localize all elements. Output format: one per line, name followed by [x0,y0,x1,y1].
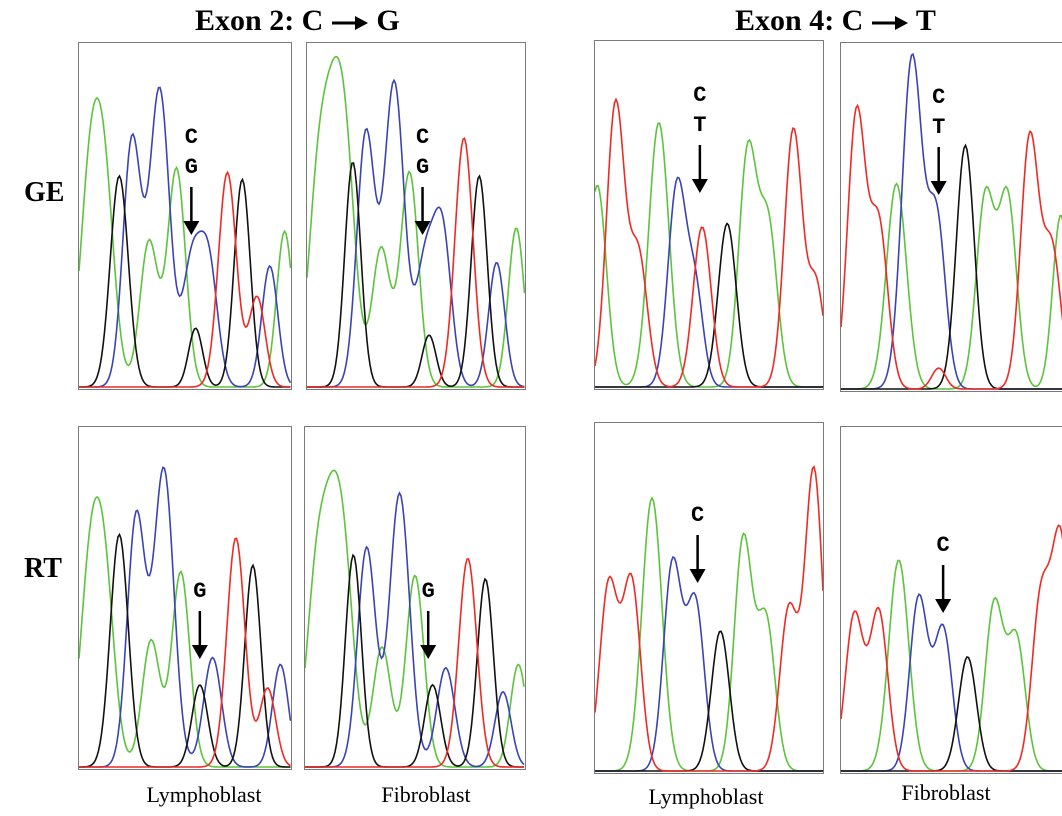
title-exon2-prefix: Exon 2: C [195,4,324,37]
title-exon4-suffix: T [915,4,936,37]
down-arrow-head [689,569,706,583]
chromatogram-traces: CG [307,55,525,388]
base-call-letter: G [193,579,206,604]
trace-A [79,96,291,388]
trace-T [307,137,525,388]
title-exon2-suffix: G [376,4,400,37]
trace-C [79,466,291,768]
trace-G [307,162,525,388]
base-call-letter: C [932,85,945,110]
trace-T [79,170,291,388]
base-call-letter: C [416,125,429,150]
chromatogram-rt-exon4-lymphoblast: C [594,422,824,774]
down-arrow-head [930,181,947,195]
down-arrow-head [191,645,208,659]
trace-C [79,86,291,388]
trace-T [79,537,291,768]
down-arrow-head [183,221,200,235]
down-arrow-head [420,645,437,659]
trace-T [841,103,1062,390]
base-call-letter: T [932,115,945,140]
base-call-letter: C [937,533,950,558]
chromatogram-traces: CT [841,52,1062,390]
right-arrow-icon [331,16,368,31]
column-label-lymphoblast-exon2: Lymphoblast [146,782,262,807]
base-call-letter: T [693,113,706,138]
trace-A [307,55,525,388]
trace-G [595,222,823,388]
chromatogram-traces: G [305,469,525,768]
chromatogram-traces: CG [79,86,291,388]
title-exon4: Exon 4: C T [735,4,936,38]
title-exon4-prefix: Exon 4: C [735,4,864,37]
right-arrow-icon [871,16,908,31]
trace-A [595,496,823,772]
row-label-rt: RT [24,553,62,584]
trace-T [841,524,1062,772]
trace-G [841,143,1062,390]
down-arrow-head [414,221,431,235]
trace-T [595,97,823,388]
chromatogram-traces: C [841,524,1062,772]
title-exon2: Exon 2: C G [195,4,400,38]
down-arrow-head [691,179,708,193]
chromatogram-rt-exon2-fibroblast: G [304,426,526,770]
down-arrow-head [935,599,952,613]
base-call-letter: C [185,125,198,150]
chromatogram-rt-exon2-lymphoblast: G [78,426,292,770]
trace-C [841,52,1062,390]
column-label-fibroblast-exon4: Fibroblast [901,780,991,805]
row-label-ge: GE [24,177,65,208]
base-call-letter: C [691,503,704,528]
trace-C [595,555,823,772]
trace-A [841,559,1062,772]
trace-G [841,656,1062,772]
base-call-letter: G [416,155,429,180]
chromatogram-traces: G [79,466,291,768]
trace-A [595,122,823,388]
trace-G [79,532,291,768]
trace-C [595,176,823,388]
trace-A [841,182,1062,390]
trace-G [595,630,823,772]
trace-A [305,469,525,768]
base-call-letter: G [185,155,198,180]
column-label-fibroblast-exon2: Fibroblast [381,782,471,807]
trace-C [305,491,525,768]
trace-C [307,78,525,388]
trace-G [305,553,524,768]
base-call-letter: C [693,83,706,108]
trace-A [79,495,291,768]
trace-T [595,465,823,772]
chromatogram-traces: C [595,465,823,772]
chromatogram-rt-exon4-fibroblast: C [840,426,1062,774]
trace-G [79,174,291,388]
chromatogram-traces: CT [595,83,823,388]
column-label-lymphoblast-exon4: Lymphoblast [648,784,764,809]
trace-T [305,558,524,768]
base-call-letter: G [422,579,435,604]
